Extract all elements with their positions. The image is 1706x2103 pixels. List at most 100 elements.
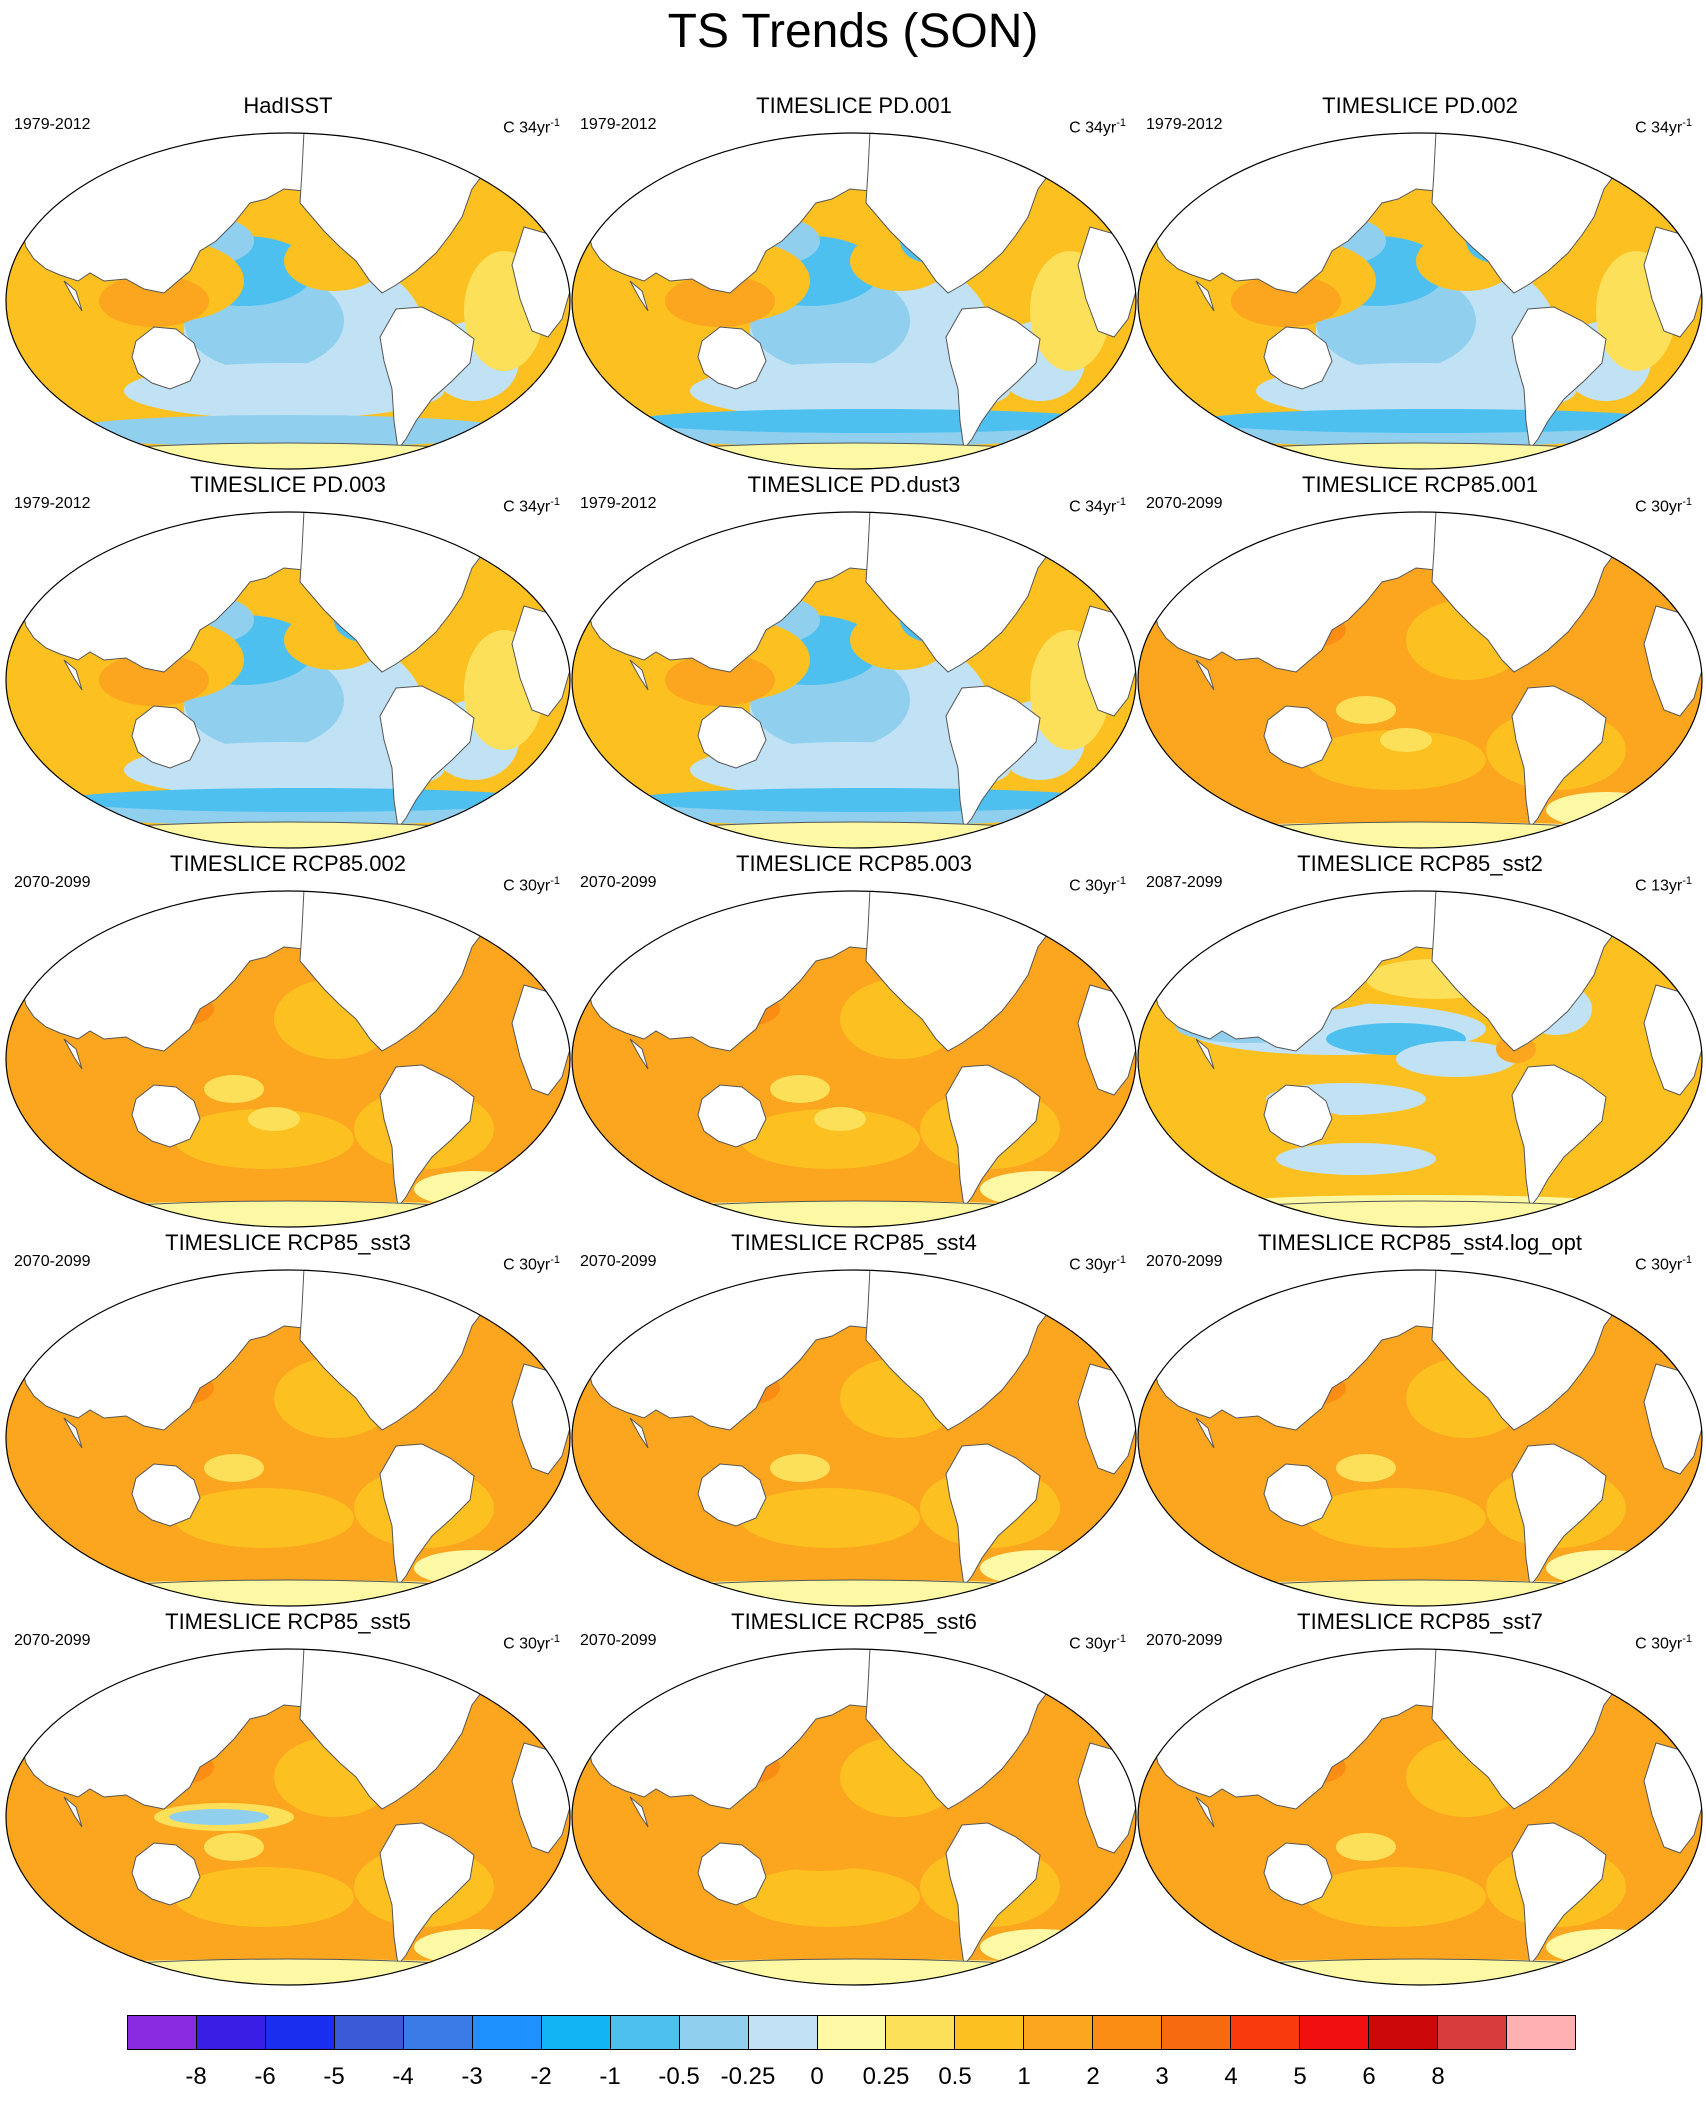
trend-region xyxy=(99,654,209,706)
map-plot xyxy=(5,1648,571,1986)
land-bay xyxy=(63,1796,83,1828)
trend-region xyxy=(1196,409,1676,433)
units-exponent: -1 xyxy=(550,1633,560,1645)
map-border xyxy=(1137,890,1703,1228)
colorbar-swatch xyxy=(1093,2016,1163,2049)
units-exponent: -1 xyxy=(550,496,560,508)
map-plot xyxy=(571,890,1137,1228)
land-austr xyxy=(1263,1842,1333,1906)
trend-region xyxy=(630,409,1110,433)
map-plot xyxy=(571,511,1137,849)
units-text: C 30yr xyxy=(1069,1256,1117,1274)
map-panel: TIMESLICE RCP85.002 2070-2099 C 30yr-1 xyxy=(4,851,572,1229)
map-panel: TIMESLICE RCP85_sst3 2070-2099 C 30yr-1 xyxy=(4,1230,572,1608)
trend-region xyxy=(1380,728,1432,752)
panel-title: TIMESLICE PD.001 xyxy=(756,93,952,118)
trend-region xyxy=(1546,792,1666,828)
trend-region xyxy=(1336,1833,1396,1861)
map-panel: TIMESLICE RCP85_sst4.log_opt 2070-2099 C 3… xyxy=(1136,1230,1704,1608)
trend-region xyxy=(248,1107,300,1131)
land-antarc xyxy=(609,821,1099,848)
colorbar-tick-label: -5 xyxy=(323,2063,345,2090)
trend-region xyxy=(1276,1143,1436,1175)
panel-period: 2070-2099 xyxy=(14,1253,91,1270)
panel-units: C 30yr-1 xyxy=(503,1629,560,1654)
land-samer xyxy=(945,685,1041,830)
trend-region xyxy=(204,1454,264,1482)
land-austr xyxy=(131,1084,201,1148)
land-bay xyxy=(629,280,649,312)
panel-title: HadISST xyxy=(243,93,333,118)
units-exponent: -1 xyxy=(1682,117,1692,129)
colorbar-tick-label: -8 xyxy=(185,2063,207,2090)
panel-units: C 30yr-1 xyxy=(1069,1629,1126,1654)
trend-region xyxy=(1546,1929,1666,1965)
map-panel: HadISST 1979-2012 C 34yr-1 xyxy=(4,93,572,471)
land-austr xyxy=(1263,1084,1333,1148)
land-austr xyxy=(1263,1463,1333,1527)
panel-period: 2087-2099 xyxy=(1146,874,1223,891)
trend-region xyxy=(1336,696,1396,724)
colorbar-tick-label: 5 xyxy=(1293,2063,1307,2090)
map-border xyxy=(5,132,571,470)
land-antarc xyxy=(43,821,533,848)
units-exponent: -1 xyxy=(1682,1254,1692,1266)
trend-region xyxy=(99,275,209,327)
colorbar-tick-label: -0.25 xyxy=(720,2063,776,2090)
colorbar-swatch xyxy=(817,2016,887,2049)
land-bay xyxy=(1195,1038,1215,1070)
trend-region xyxy=(740,1867,920,1927)
map-panel: TIMESLICE RCP85_sst2 2087-2099 C 13yr-1 xyxy=(1136,851,1704,1229)
panel-period: 2070-2099 xyxy=(580,874,657,891)
map-border xyxy=(1137,132,1703,470)
trend-region xyxy=(414,1171,534,1207)
map-plot xyxy=(1137,890,1703,1228)
panel-title: TIMESLICE RCP85_sst7 xyxy=(1297,1609,1543,1634)
map-panel: TIMESLICE RCP85_sst6 2070-2099 C 30yr-1 xyxy=(570,1609,1138,1987)
map-border xyxy=(5,1648,571,1986)
colorbar-tick-label: -2 xyxy=(530,2063,552,2090)
land-antarc xyxy=(1175,1200,1665,1227)
units-exponent: -1 xyxy=(1682,1633,1692,1645)
land-antarc xyxy=(609,1200,1099,1227)
panel-title: TIMESLICE RCP85_sst2 xyxy=(1297,851,1543,876)
colorbar-tick-label: 2 xyxy=(1086,2063,1100,2090)
units-exponent: -1 xyxy=(550,875,560,887)
land-austr xyxy=(131,1842,201,1906)
units-exponent: -1 xyxy=(550,117,560,129)
colorbar-swatch xyxy=(1300,2016,1370,2049)
colorbar-swatch xyxy=(265,2016,335,2049)
land-bay xyxy=(629,659,649,691)
trend-region xyxy=(174,1488,354,1548)
land-samer xyxy=(945,1822,1041,1967)
units-text: C 30yr xyxy=(503,1256,551,1274)
land-antarc xyxy=(1175,442,1665,469)
land-bay xyxy=(629,1417,649,1449)
colorbar-swatch xyxy=(748,2016,818,2049)
units-text: C 34yr xyxy=(503,498,551,516)
colorbar-tick-label: -1 xyxy=(599,2063,621,2090)
colorbar-tick-label: 4 xyxy=(1224,2063,1238,2090)
trend-region xyxy=(124,742,444,798)
units-exponent: -1 xyxy=(1682,496,1692,508)
trend-region xyxy=(740,1109,920,1169)
map-panel: TIMESLICE PD.003 1979-2012 C 34yr-1 xyxy=(4,472,572,850)
panel-units: C 34yr-1 xyxy=(1069,492,1126,517)
panel-period: 1979-2012 xyxy=(1146,116,1223,133)
trend-region xyxy=(665,654,775,706)
trend-region xyxy=(58,415,518,447)
map-plot xyxy=(5,132,571,470)
land-austr xyxy=(1263,326,1333,390)
units-exponent: -1 xyxy=(550,1254,560,1266)
land-austr xyxy=(697,326,767,390)
trend-region xyxy=(665,275,775,327)
colorbar-swatch xyxy=(334,2016,404,2049)
colorbar-swatch xyxy=(1438,2016,1508,2049)
panel-title: TIMESLICE RCP85_sst3 xyxy=(165,1230,411,1255)
map-border xyxy=(5,890,571,1228)
land-samer xyxy=(379,1822,475,1967)
map-plot xyxy=(571,1648,1137,1986)
trend-region xyxy=(690,742,1010,798)
units-exponent: -1 xyxy=(1116,496,1126,508)
trend-region xyxy=(204,1833,264,1861)
